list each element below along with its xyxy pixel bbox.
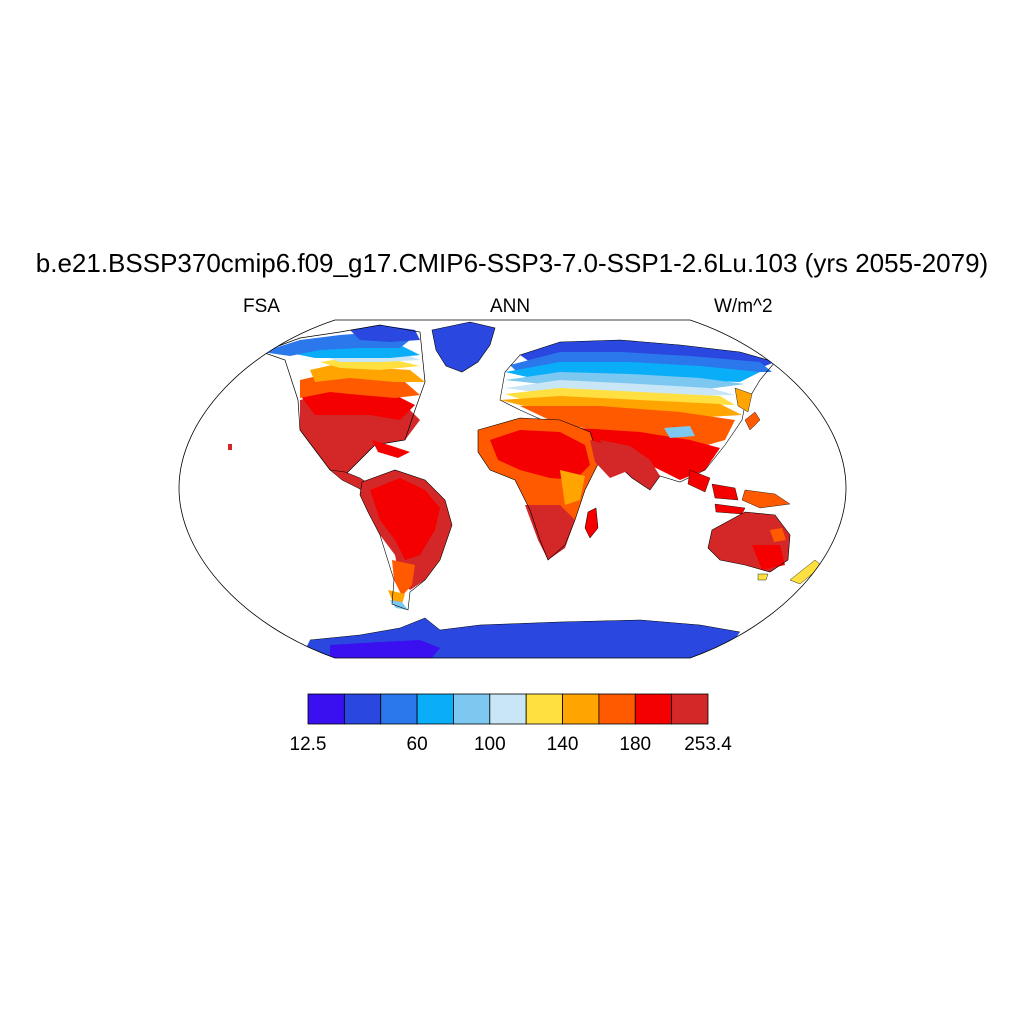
north-america <box>260 324 426 476</box>
japan <box>744 411 761 431</box>
units-label: W/m^2 <box>714 296 773 317</box>
colorbar-label-0: 12.5 <box>289 734 327 755</box>
variable-label: FSA <box>243 296 280 317</box>
southeast-asia-islands <box>687 387 791 515</box>
colorbar-box-10 <box>671 693 709 725</box>
colorbar-label-4: 180 <box>619 734 652 755</box>
hawaii <box>228 444 232 450</box>
colorbar-label-2: 100 <box>473 734 506 755</box>
madagascar <box>584 507 599 539</box>
colorbar-box-6 <box>525 693 563 725</box>
colorbar-box-4 <box>453 693 491 725</box>
colorbar-box-2 <box>380 693 418 725</box>
africa <box>477 417 601 561</box>
map-title: b.e21.BSSP370cmip6.f09_g17.CMIP6-SSP3-7.… <box>35 248 989 278</box>
season-label: ANN <box>490 296 531 317</box>
colorbar-box-9 <box>634 693 673 725</box>
colorbar-label-3: 140 <box>546 734 579 755</box>
colorbar-box-3 <box>416 693 454 725</box>
map-boundary <box>178 319 847 659</box>
antarctica <box>300 617 741 658</box>
south-america <box>359 469 453 611</box>
australia <box>707 511 791 581</box>
colorbar-box-7 <box>562 693 600 725</box>
colorbar-box-5 <box>489 693 527 725</box>
colorbar-label-5: 253.4 <box>684 734 732 755</box>
colorbar-box-1 <box>343 693 382 725</box>
colorbar-box-8 <box>598 693 636 725</box>
colorbar-box-0 <box>307 693 345 725</box>
map-land-layer <box>228 321 823 658</box>
colorbar-label-1: 60 <box>406 734 428 755</box>
eurasia <box>499 339 776 491</box>
greenland <box>431 321 496 373</box>
